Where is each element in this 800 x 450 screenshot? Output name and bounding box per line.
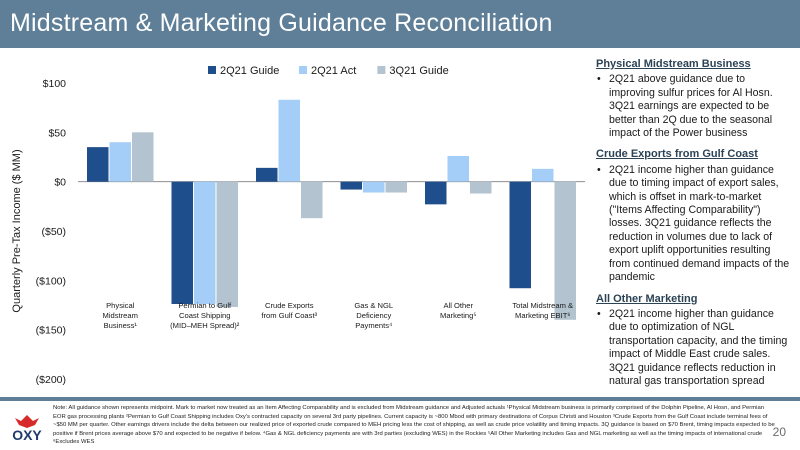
- section-title: Crude Exports from Gulf Coast: [596, 148, 758, 161]
- legend-swatch: [299, 66, 307, 74]
- x-tick-label-line: Marketing⁵: [440, 311, 477, 320]
- legend-label: 3Q21 Guide: [389, 65, 448, 77]
- x-tick-label-line: Marketing EBIT⁶: [515, 311, 570, 320]
- bar: [532, 168, 554, 182]
- footer-divider: [0, 397, 800, 401]
- x-tick-label-line: (MID–MEH Spread)²: [170, 321, 240, 330]
- page-title: Midstream & Marketing Guidance Reconcili…: [10, 9, 553, 37]
- section-all-other-marketing: All Other Marketing • 2Q21 income higher …: [596, 293, 792, 389]
- bar: [132, 132, 154, 182]
- legend-swatch: [208, 66, 216, 74]
- bullet-icon: •: [597, 163, 601, 176]
- commentary-panel: Physical Midstream Business • 2Q21 above …: [596, 58, 792, 396]
- x-tick-label-line: All Other: [443, 301, 473, 310]
- bullet-text: 2Q21 income higher than guidance due to …: [609, 307, 788, 387]
- y-tick-label: ($150): [36, 325, 66, 337]
- x-tick-label: Crude Exports from Gulf Coast³: [261, 301, 317, 320]
- x-tick-label: Physical Midstream Business¹: [103, 301, 138, 330]
- x-tick-label-line: Gas & NGL: [354, 301, 393, 310]
- y-tick-label: $100: [43, 78, 67, 90]
- bar: [363, 181, 385, 193]
- bar: [425, 181, 447, 205]
- bullet-text: 2Q21 above guidance due to improving sul…: [609, 73, 773, 140]
- x-tick-label: Permian to Gulf Coast Shipping (MID–MEH Sp…: [170, 301, 240, 330]
- x-tick-label: Total Midstream & Marketing EBIT⁶: [512, 301, 573, 320]
- bar: [87, 147, 109, 182]
- x-tick-label-line: Permian to Gulf: [178, 301, 232, 310]
- x-tick-label: Gas & NGL Deficiency Payments⁴: [354, 301, 393, 330]
- section-title: All Other Marketing: [596, 292, 698, 305]
- y-tick-label: ($50): [41, 226, 66, 238]
- y-tick-label: ($100): [36, 275, 66, 287]
- footnote: Note: All guidance shown represents midp…: [53, 405, 775, 446]
- y-tick-label: $0: [54, 177, 66, 189]
- bullet-item: • 2Q21 income higher than guidance due to…: [596, 164, 792, 285]
- x-tick-label-line: from Gulf Coast³: [261, 311, 317, 320]
- bar: [509, 181, 531, 289]
- oxy-logo: OXY: [6, 406, 48, 446]
- bar: [109, 142, 131, 182]
- section-crude-exports: Crude Exports from Gulf Coast • 2Q21 inco…: [596, 148, 792, 284]
- x-tick-label-line: Deficiency: [356, 311, 391, 320]
- bar: [554, 181, 576, 320]
- bar: [216, 181, 238, 307]
- x-tick-label-line: Midstream: [103, 311, 138, 320]
- x-tick-label-line: Payments⁴: [355, 321, 392, 330]
- logo-text: OXY: [12, 427, 42, 443]
- bullet-item: • 2Q21 above guidance due to improving su…: [596, 73, 792, 140]
- bar: [278, 99, 300, 182]
- bar: [194, 181, 216, 305]
- bullet-text: 2Q21 income higher than guidance due to …: [609, 163, 790, 284]
- bar: [470, 181, 492, 194]
- bar: [340, 181, 362, 190]
- bar-chart: Quarterly Pre-Tax Income ($ MM) $100 $50 $0…: [11, 65, 585, 386]
- section-physical-midstream: Physical Midstream Business • 2Q21 above …: [596, 58, 792, 140]
- x-tick-label-line: Physical: [106, 301, 135, 310]
- bar: [447, 156, 469, 182]
- bullet-icon: •: [597, 73, 601, 86]
- page-number: 20: [772, 425, 786, 439]
- title-bar: Midstream & Marketing Guidance Reconcili…: [0, 0, 800, 48]
- bar: [256, 167, 278, 182]
- x-tick-label: All Other Marketing⁵: [440, 301, 477, 320]
- x-tick-label-line: Crude Exports: [265, 301, 314, 310]
- x-tick-label-line: Business¹: [104, 321, 138, 330]
- y-axis-label: Quarterly Pre-Tax Income ($ MM): [11, 149, 23, 312]
- legend-label: 2Q21 Guide: [220, 65, 279, 77]
- y-tick-label: $50: [48, 127, 66, 139]
- y-tick-label: ($200): [36, 374, 66, 386]
- bar: [385, 181, 407, 193]
- x-tick-label-line: Coast Shipping: [179, 311, 231, 320]
- bar: [301, 181, 323, 219]
- legend-label: 2Q21 Act: [311, 65, 356, 77]
- bar: [171, 181, 193, 305]
- chart-area: Quarterly Pre-Tax Income ($ MM) $100 $50 $0…: [0, 56, 590, 396]
- bullet-icon: •: [597, 307, 601, 320]
- bullet-item: • 2Q21 income higher than guidance due to…: [596, 308, 792, 388]
- section-title: Physical Midstream Business: [596, 58, 751, 70]
- x-tick-label-line: Total Midstream &: [512, 301, 573, 310]
- legend-swatch: [377, 66, 386, 74]
